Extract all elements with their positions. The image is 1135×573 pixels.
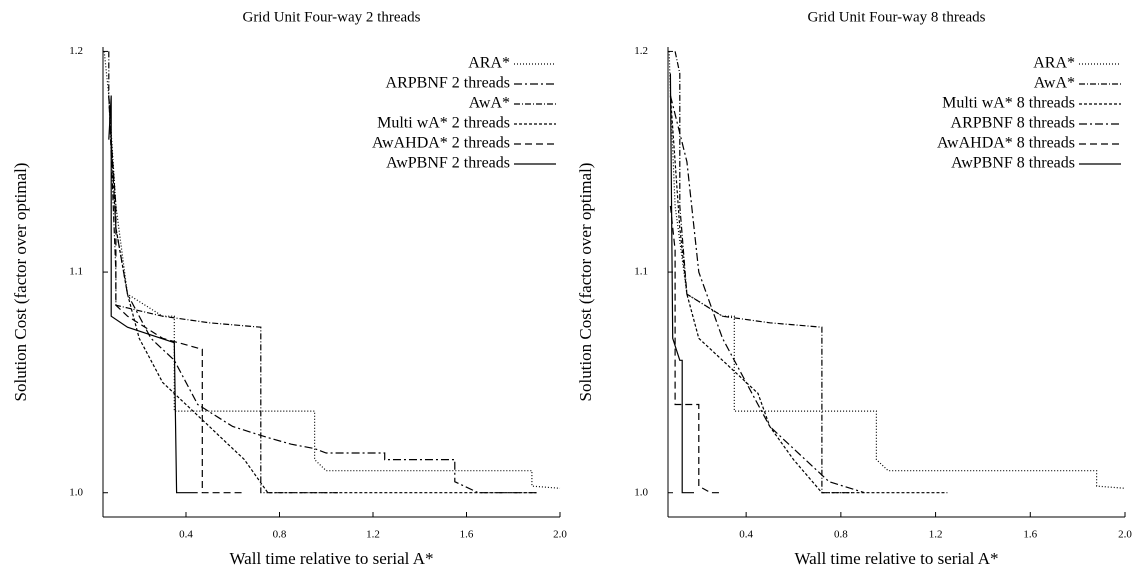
legend-label: Multi wA* 2 threads	[377, 115, 510, 132]
x-tick-label: 2.0	[1118, 529, 1132, 541]
x-tick-label: 1.2	[366, 529, 380, 541]
series-line	[669, 95, 948, 494]
x-tick-label: 0.8	[834, 529, 848, 541]
series-line	[108, 51, 338, 494]
series-line	[668, 51, 1126, 489]
series-line	[110, 139, 245, 494]
y-tick-label: 1.2	[69, 45, 83, 57]
legend-label: Multi wA* 8 threads	[942, 95, 1075, 112]
legend-label: AwPBNF 8 threads	[951, 155, 1075, 172]
series-line	[674, 51, 853, 494]
x-tick-label: 1.2	[929, 529, 943, 541]
legend-label: ARPBNF 8 threads	[951, 115, 1075, 132]
y-tick-label: 1.1	[69, 266, 83, 278]
legend-label: AwA*	[469, 95, 510, 112]
y-tick-label: 1.1	[634, 266, 648, 278]
x-tick-label: 1.6	[1023, 529, 1037, 541]
x-tick-label: 1.6	[460, 529, 474, 541]
legend-label: AwAHDA* 2 threads	[372, 135, 510, 152]
y-tick-label: 1.0	[69, 486, 83, 498]
series-line	[108, 95, 198, 494]
y-tick-label: 1.0	[634, 486, 648, 498]
legend-label: AwA*	[1034, 75, 1075, 92]
series-line	[108, 95, 537, 494]
subplot: Grid Unit Four-way 2 threads Wall time re…	[11, 9, 567, 567]
x-axis-label: Wall time relative to serial A*	[230, 549, 434, 568]
x-axis-label: Wall time relative to serial A*	[795, 549, 999, 568]
x-tick-label: 0.4	[739, 529, 753, 541]
x-tick-label: 2.0	[553, 529, 567, 541]
y-axis-label: Solution Cost (factor over optimal)	[576, 163, 595, 402]
legend-label: ARA*	[468, 55, 510, 72]
series-line	[669, 73, 694, 494]
y-tick-label: 1.2	[634, 45, 648, 57]
legend-label: ARPBNF 2 threads	[386, 75, 510, 92]
x-tick-label: 0.8	[273, 529, 287, 541]
x-tick-label: 0.4	[179, 529, 193, 541]
series-line	[108, 95, 537, 494]
chart-title: Grid Unit Four-way 8 threads	[807, 9, 985, 25]
series-line	[669, 95, 865, 494]
series-line	[669, 205, 723, 494]
legend-label: AwPBNF 2 threads	[386, 155, 510, 172]
subplot: Grid Unit Four-way 8 threads Wall time re…	[576, 9, 1132, 567]
legend-label: AwAHDA* 8 threads	[937, 135, 1075, 152]
legend-label: ARA*	[1033, 55, 1075, 72]
y-axis-label: Solution Cost (factor over optimal)	[11, 163, 30, 402]
chart-title: Grid Unit Four-way 2 threads	[242, 9, 420, 25]
